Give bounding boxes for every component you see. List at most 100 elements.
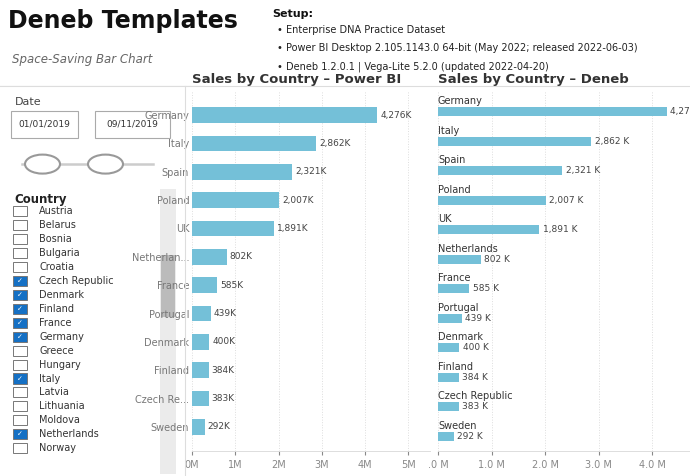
FancyBboxPatch shape — [12, 262, 27, 272]
Text: 2,007 K: 2,007 K — [549, 196, 583, 205]
Text: France: France — [438, 273, 471, 283]
Text: Germany: Germany — [39, 332, 84, 342]
Bar — [438, 402, 459, 411]
Text: ✓: ✓ — [17, 376, 23, 381]
Text: 439K: 439K — [214, 309, 237, 318]
Text: Space-Saving Bar Chart: Space-Saving Bar Chart — [12, 53, 152, 66]
Text: Netherlands: Netherlands — [39, 429, 99, 439]
Bar — [192, 164, 293, 179]
Text: Greece: Greece — [39, 346, 74, 356]
Bar — [192, 278, 217, 293]
FancyBboxPatch shape — [12, 374, 27, 384]
Text: Denmark: Denmark — [438, 332, 483, 342]
Bar — [192, 419, 205, 435]
FancyBboxPatch shape — [12, 359, 27, 369]
Text: Lithuania: Lithuania — [39, 401, 85, 411]
Text: Latvia: Latvia — [39, 387, 69, 397]
Text: 585 K: 585 K — [473, 284, 499, 293]
Text: • Power BI Desktop 2.105.1143.0 64-bit (May 2022; released 2022-06-03): • Power BI Desktop 2.105.1143.0 64-bit (… — [277, 43, 638, 53]
Circle shape — [25, 155, 60, 174]
FancyBboxPatch shape — [12, 429, 27, 439]
Text: ✓: ✓ — [17, 306, 23, 312]
Text: 1,891K: 1,891K — [277, 224, 308, 233]
Text: Moldova: Moldova — [39, 416, 80, 426]
Text: Deneb Templates: Deneb Templates — [8, 9, 238, 32]
Text: 439 K: 439 K — [465, 314, 491, 323]
Text: Germany: Germany — [438, 96, 483, 106]
Bar — [438, 137, 591, 146]
Text: 1,891 K: 1,891 K — [542, 225, 577, 234]
Text: Finland: Finland — [438, 362, 473, 372]
Bar — [192, 362, 208, 378]
Text: Denmark: Denmark — [39, 290, 84, 300]
FancyBboxPatch shape — [12, 276, 27, 286]
Text: Bosnia: Bosnia — [39, 234, 72, 244]
Bar — [438, 373, 459, 382]
Text: 802K: 802K — [230, 252, 253, 261]
Text: Sales by Country – Deneb: Sales by Country – Deneb — [438, 73, 629, 86]
Bar — [192, 391, 208, 407]
FancyBboxPatch shape — [12, 318, 27, 328]
Bar — [438, 314, 462, 323]
FancyBboxPatch shape — [12, 290, 27, 300]
Text: 384 K: 384 K — [462, 373, 488, 382]
Text: Sweden: Sweden — [438, 421, 477, 431]
Text: Hungary: Hungary — [39, 359, 81, 369]
Text: • Deneb 1.2.0.1 | Vega-Lite 5.2.0 (updated 2022-04-20): • Deneb 1.2.0.1 | Vega-Lite 5.2.0 (updat… — [277, 61, 549, 71]
Bar — [438, 255, 481, 264]
FancyBboxPatch shape — [12, 387, 27, 397]
Text: Sales by Country – Power BI: Sales by Country – Power BI — [192, 73, 402, 86]
Text: 2,321 K: 2,321 K — [566, 166, 600, 175]
Bar — [192, 334, 209, 350]
Text: Czech Republic: Czech Republic — [438, 391, 513, 401]
Text: Finland: Finland — [39, 304, 74, 314]
Bar — [438, 432, 453, 441]
Text: 4,276K: 4,276K — [380, 110, 411, 119]
FancyBboxPatch shape — [12, 443, 27, 453]
Bar — [438, 343, 460, 352]
Text: France: France — [39, 318, 72, 328]
Bar — [192, 249, 227, 265]
Text: 09/11/2019: 09/11/2019 — [107, 119, 159, 128]
Text: 4,276 K: 4,276 K — [671, 107, 690, 116]
Text: 802 K: 802 K — [484, 255, 510, 264]
Bar — [438, 166, 562, 175]
Text: 01/01/2019: 01/01/2019 — [19, 119, 70, 128]
Bar — [438, 107, 667, 116]
Bar — [192, 192, 279, 208]
Bar — [192, 221, 274, 236]
Text: 400 K: 400 K — [463, 343, 489, 352]
Text: Czech Republic: Czech Republic — [39, 276, 114, 286]
Text: 292K: 292K — [208, 422, 230, 431]
Bar — [438, 196, 546, 205]
Text: ✓: ✓ — [17, 320, 23, 326]
Text: ✓: ✓ — [17, 334, 23, 340]
Text: Norway: Norway — [39, 443, 76, 453]
Bar — [192, 108, 377, 123]
FancyBboxPatch shape — [12, 234, 27, 244]
FancyBboxPatch shape — [160, 189, 175, 474]
Text: Italy: Italy — [39, 374, 60, 384]
Text: 292 K: 292 K — [457, 432, 482, 441]
Bar — [192, 136, 316, 151]
Text: 2,862 K: 2,862 K — [595, 137, 629, 146]
Bar — [438, 225, 540, 234]
FancyBboxPatch shape — [12, 346, 27, 356]
FancyBboxPatch shape — [12, 415, 27, 426]
Text: UK: UK — [438, 214, 451, 224]
Text: Spain: Spain — [438, 155, 465, 165]
FancyBboxPatch shape — [12, 220, 27, 230]
FancyBboxPatch shape — [12, 206, 27, 216]
Bar — [438, 284, 469, 293]
Text: 585K: 585K — [220, 281, 244, 290]
Text: ✓: ✓ — [17, 431, 23, 437]
Text: Date: Date — [14, 97, 41, 107]
Text: 383K: 383K — [212, 394, 235, 403]
Text: ✓: ✓ — [17, 292, 23, 298]
Text: Portugal: Portugal — [438, 303, 478, 313]
Text: 2,007K: 2,007K — [282, 196, 313, 205]
Text: Country: Country — [14, 193, 67, 206]
FancyBboxPatch shape — [12, 304, 27, 314]
Text: 400K: 400K — [213, 337, 235, 347]
Circle shape — [88, 155, 123, 174]
